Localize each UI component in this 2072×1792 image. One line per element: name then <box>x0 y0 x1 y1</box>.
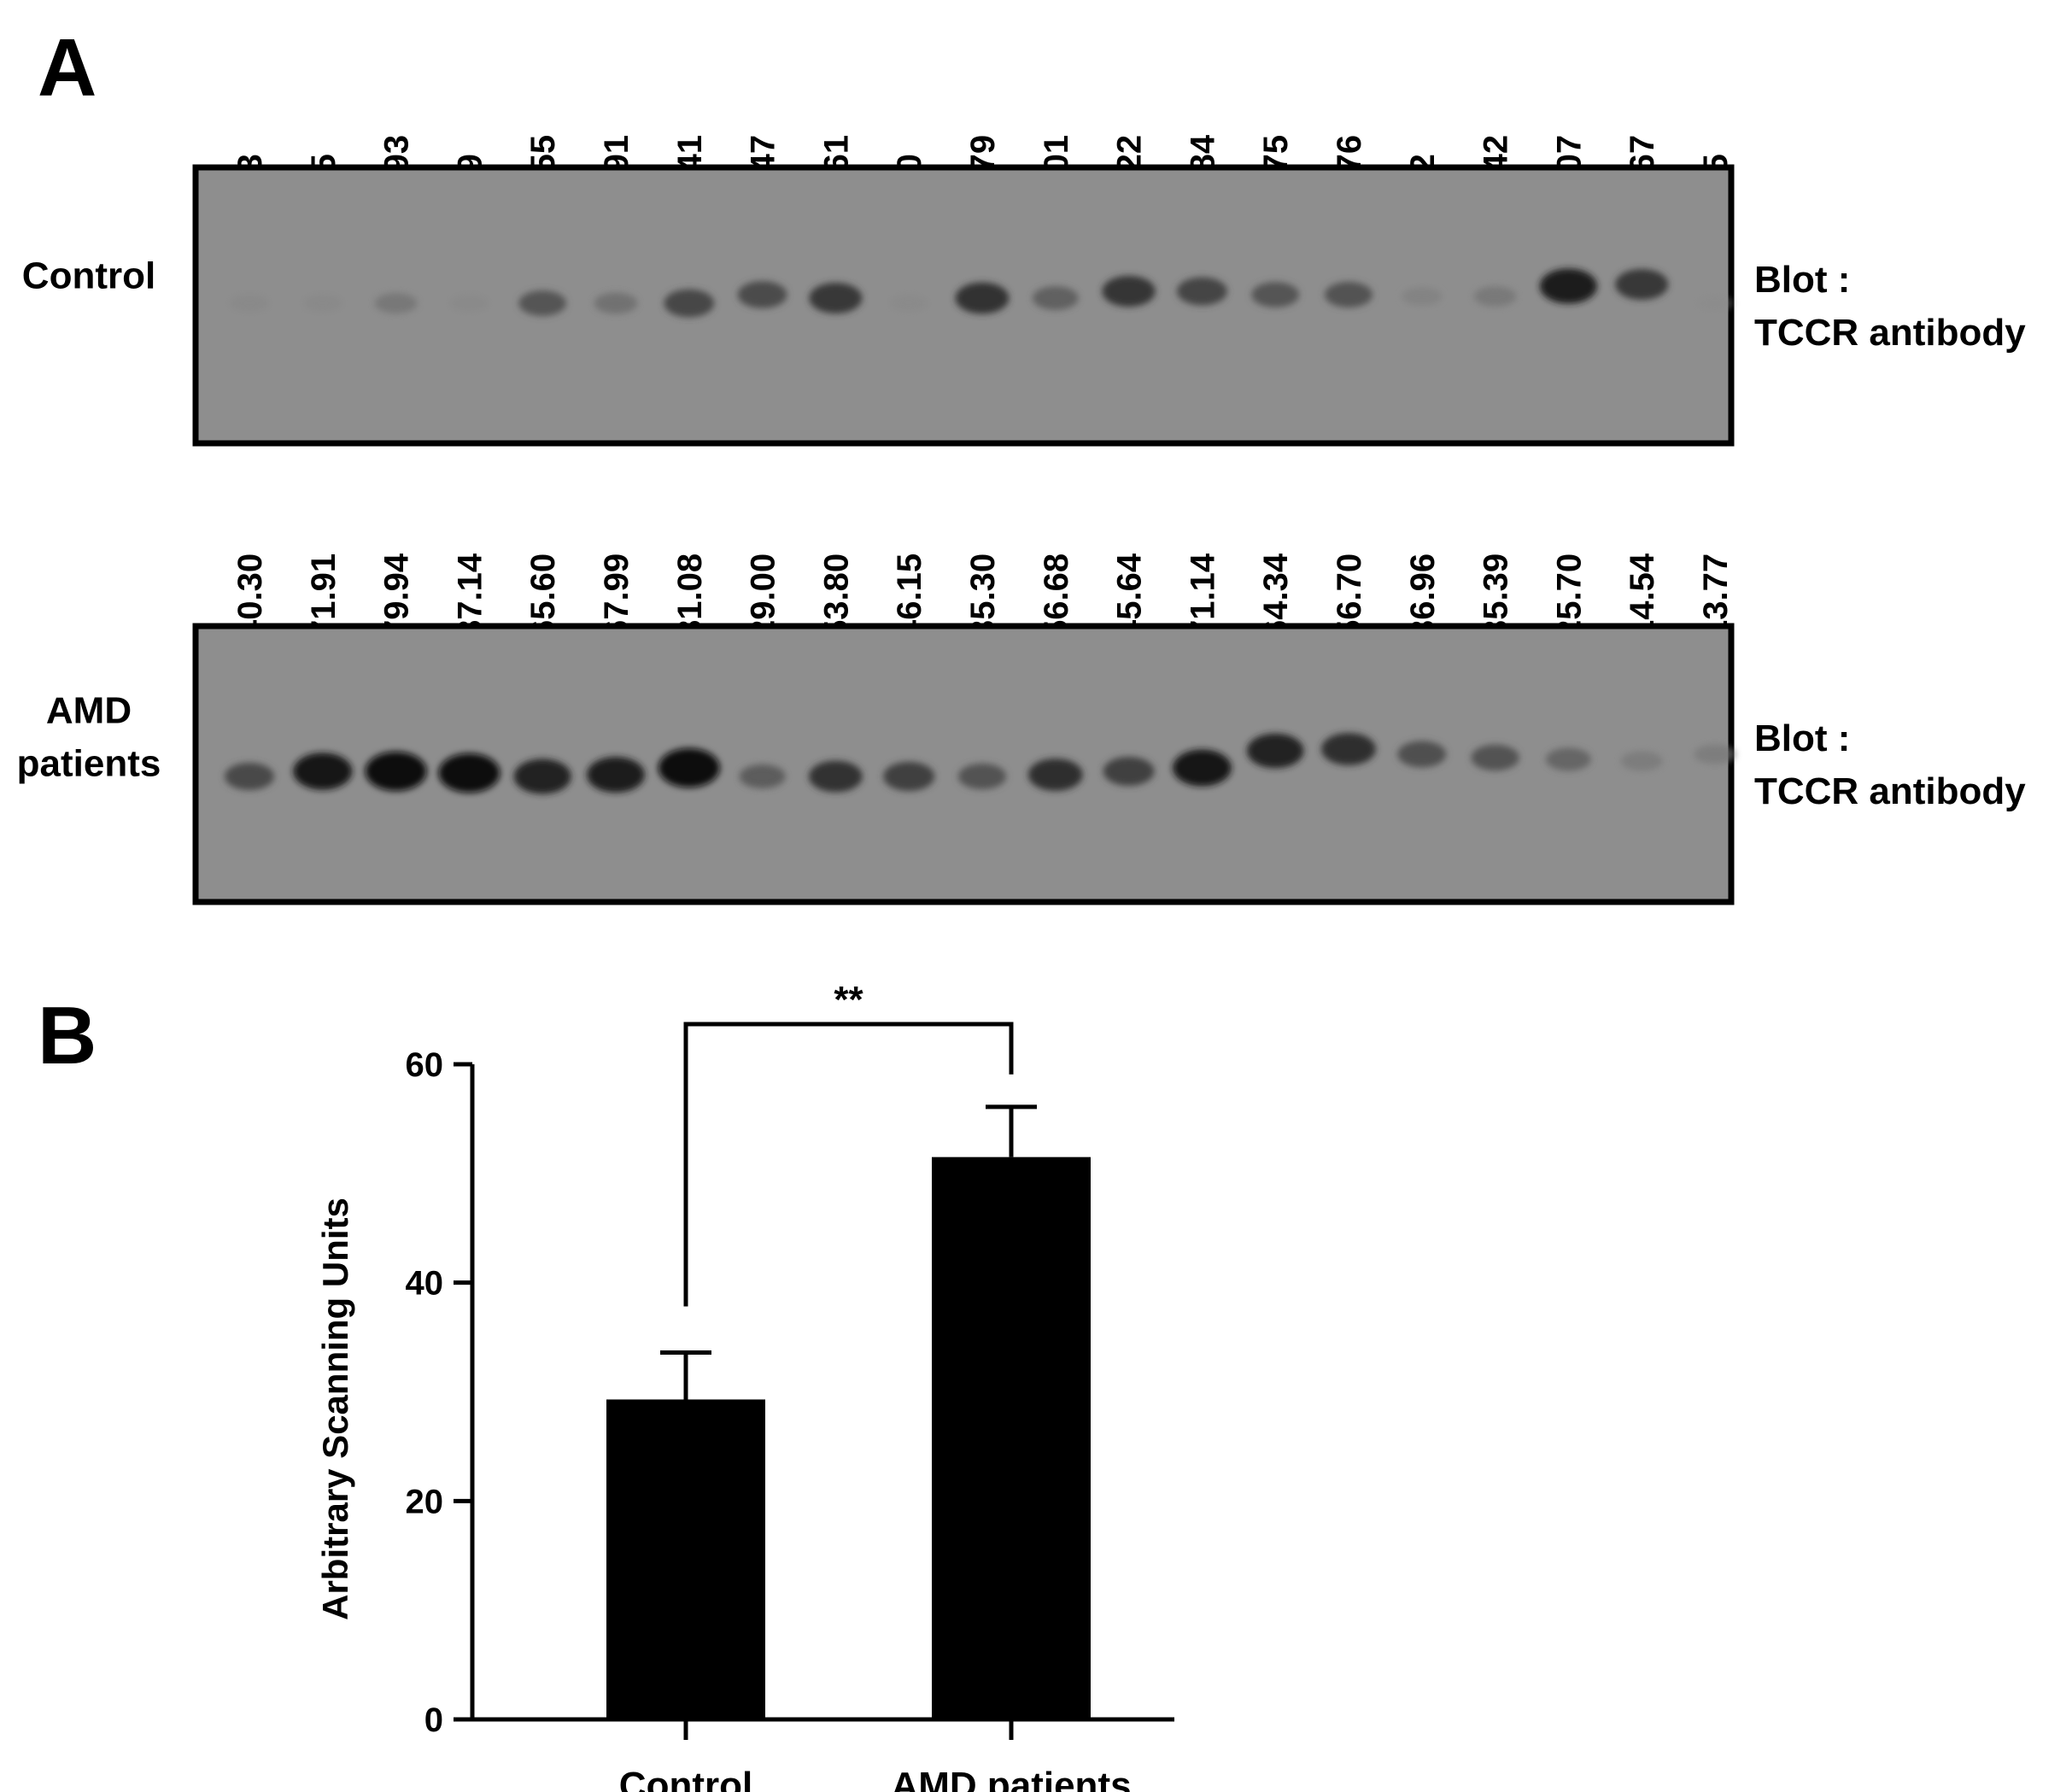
blot-antibody-label: Blot : <box>1754 717 1850 759</box>
y-tick-label: 40 <box>406 1265 444 1303</box>
blot-band <box>739 764 786 789</box>
blot-band <box>1176 277 1227 306</box>
blot-band <box>518 290 567 316</box>
panel-b-letter: B <box>38 990 97 1081</box>
significance-bracket <box>683 1022 1014 1307</box>
blot-band <box>889 295 928 312</box>
y-tick-label: 20 <box>406 1483 444 1520</box>
blot-band <box>303 295 342 312</box>
blot-band <box>883 761 935 792</box>
panel-a-letter: A <box>38 22 97 114</box>
blot-antibody-label: TCCR antibody <box>1754 312 2026 354</box>
blot-antibody-label: Blot : <box>1754 259 1850 301</box>
y-axis-title: Arbitrary Scanning Units <box>315 1198 355 1620</box>
blot-band <box>1246 733 1304 769</box>
bar <box>932 1157 1091 1719</box>
blot-band <box>1695 295 1735 312</box>
blot-band <box>1027 758 1083 791</box>
blot-band <box>737 281 787 308</box>
blot-band <box>664 289 715 318</box>
blot-band <box>1102 275 1156 307</box>
blot-band <box>1103 757 1155 786</box>
x-category-label: Control <box>619 1765 752 1792</box>
blot-antibody-label: TCCR antibody <box>1754 770 2026 812</box>
blot-band <box>1324 281 1373 308</box>
control-blot: 4.634.5516.934.4933.5519.9142.4139.4751.… <box>22 134 2026 447</box>
blot-band <box>1471 744 1519 771</box>
amd-blot: 40.30 71.91 79.94 87.14 65.60 67.99 81.08 29.00… <box>17 553 2026 905</box>
blot-band <box>957 763 1007 790</box>
y-tick-label: 60 <box>406 1046 444 1084</box>
x-category-label: AMD patients <box>891 1765 1131 1792</box>
blot-band <box>1694 744 1736 764</box>
blot-band <box>955 282 1010 314</box>
blot-band <box>1620 751 1663 771</box>
blot-band <box>1615 268 1669 301</box>
significance-label: ** <box>834 979 863 1021</box>
blot-band <box>1397 741 1447 768</box>
blot-band <box>374 293 418 313</box>
blot-band <box>1473 286 1517 307</box>
blot-band <box>809 282 863 314</box>
blot-sample-label: Control <box>22 255 155 297</box>
blot-band <box>224 762 275 791</box>
blot-band <box>1251 282 1300 307</box>
blot-band <box>293 753 353 790</box>
blot-band <box>1545 747 1591 771</box>
blot-band <box>1032 286 1079 310</box>
blot-band <box>1321 733 1376 765</box>
bar <box>606 1399 765 1719</box>
blot-band <box>587 757 645 793</box>
blot-sample-label: patients <box>17 743 161 785</box>
blot-band <box>365 752 427 791</box>
bar-chart: 0 20 40 60 Arbitrary Scanning Units Control AM… <box>315 979 1174 1792</box>
blot-band <box>449 295 489 312</box>
y-tick-label: 0 <box>424 1701 443 1739</box>
blot-band <box>808 760 863 793</box>
blot-band <box>1539 268 1597 304</box>
blot-band <box>230 295 269 312</box>
blot-band <box>1172 749 1232 787</box>
blot-band <box>438 753 500 793</box>
blot-band <box>513 758 571 794</box>
blot-band <box>1402 287 1443 306</box>
blot-band <box>594 292 638 314</box>
blot-sample-label: AMD <box>46 690 132 732</box>
blot-band <box>658 748 720 788</box>
